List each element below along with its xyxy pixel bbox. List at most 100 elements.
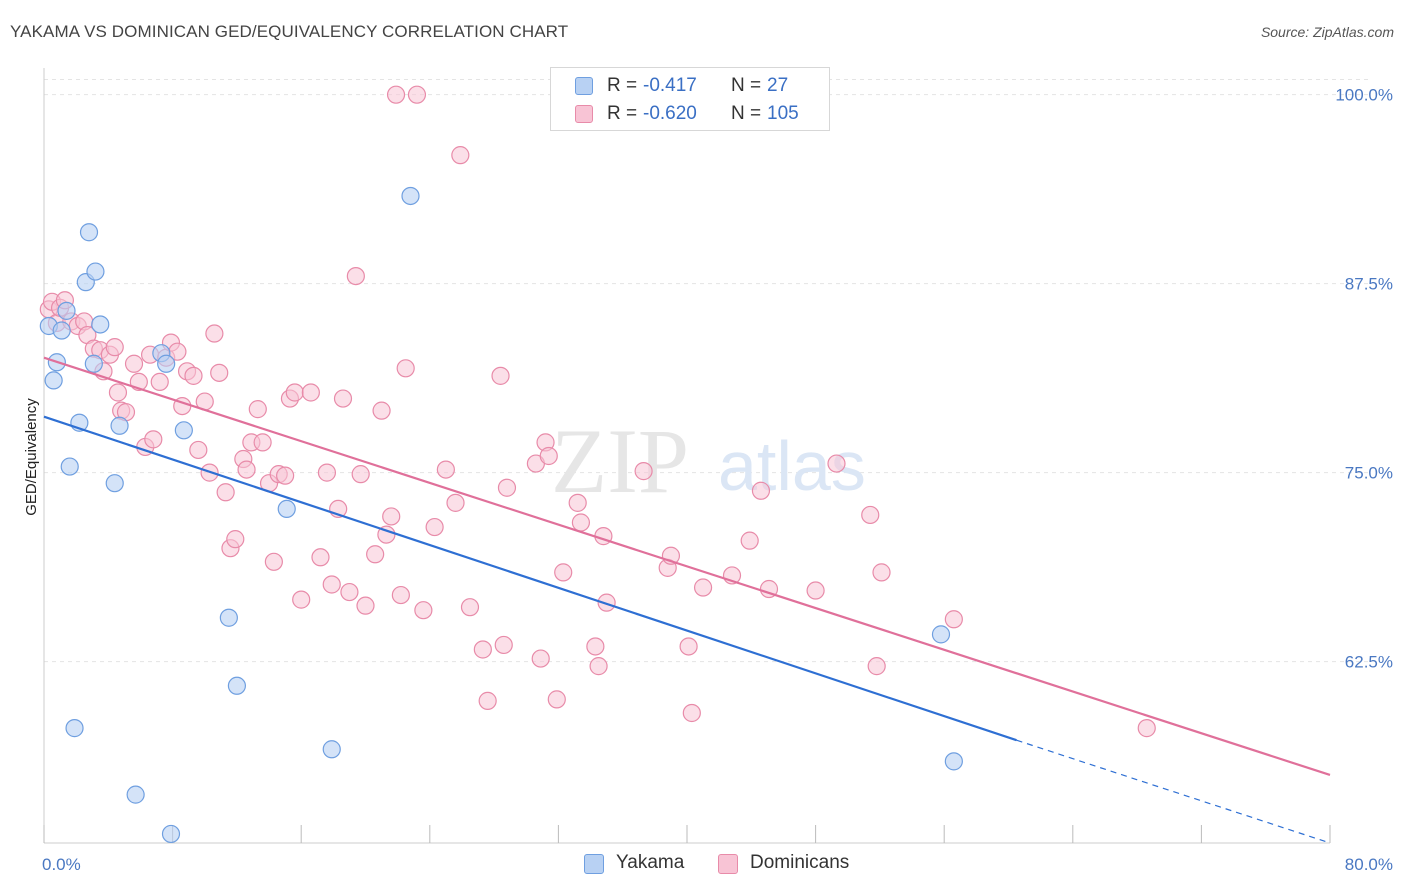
dominicans-point [425, 517, 444, 537]
dominicans-point [264, 552, 283, 571]
legend-r-value: -0.620 [643, 103, 697, 124]
dominicans-point [806, 581, 825, 600]
dominicans-point [317, 463, 337, 482]
dominicans-point [377, 525, 396, 544]
yakama-swatch [575, 77, 593, 95]
dominicans-point [531, 649, 550, 668]
dominicans-point [105, 338, 124, 357]
axes [43, 68, 1331, 844]
dominicans-point [311, 548, 330, 567]
dominicans-point [391, 585, 410, 605]
tick-labels: 62.5% 75.0% 87.5% 100.0% 0.0% 80.0% [42, 86, 1393, 874]
dominicans-point [451, 146, 470, 165]
dominicans-point [460, 598, 480, 617]
dominicans-point [446, 493, 465, 512]
dominicans-point [473, 640, 492, 659]
dominicans-legend-swatch [718, 854, 738, 874]
yakama-point [105, 474, 124, 493]
yakama-legend-swatch [584, 854, 604, 874]
dominicans-point [189, 440, 208, 460]
trend-lines [43, 356, 1331, 844]
yakama-point [84, 354, 103, 373]
chart-title: YAKAMA VS DOMINICAN GED/EQUIVALENCY CORR… [10, 22, 569, 41]
dominicans-point [108, 383, 128, 402]
yakama-point [322, 740, 341, 759]
dominicans-point [497, 478, 517, 497]
dominicans-point [634, 462, 653, 481]
dominicans-point [386, 85, 406, 104]
yakama-point [86, 262, 105, 281]
yakama-point [161, 824, 181, 844]
yakama-point [57, 301, 76, 320]
dominicans-point [216, 483, 235, 502]
legend-r-value: -0.417 [643, 75, 697, 96]
legend-r-label: R = [607, 103, 638, 124]
dominicans-point [944, 610, 963, 629]
yakama-point [110, 416, 129, 435]
source-credit: Source: ZipAtlas.com [1260, 24, 1394, 40]
dominicans-point [248, 400, 267, 419]
dominicans-point [597, 593, 616, 612]
dominicans-point [184, 366, 203, 385]
dominicans-point [554, 563, 573, 582]
dominicans-point [751, 481, 771, 500]
yakama-point [60, 457, 79, 476]
dominicans-point [491, 366, 510, 385]
dominicans-point [382, 507, 401, 526]
dominicans-point [478, 691, 497, 710]
dominicans-point [226, 530, 245, 549]
yakama-legend-label: Yakama [616, 852, 685, 873]
correlation-legend: R = -0.417 N = 27 R = -0.620 N = 105 [550, 67, 830, 131]
dominicans-legend-label: Dominicans [750, 852, 850, 873]
y-tick-label: 62.5% [1345, 653, 1393, 672]
dominicans-point [301, 383, 320, 402]
yakama-point [65, 719, 84, 738]
dominicans-point [253, 433, 272, 452]
yakama-point [157, 354, 176, 373]
dominicans-point [539, 446, 558, 466]
dominicans-point [292, 590, 311, 609]
dominicans-point [366, 545, 385, 564]
dominicans-point [407, 85, 427, 104]
y-tick-label: 87.5% [1345, 275, 1393, 294]
dominicans-point [205, 324, 224, 343]
yakama-point [174, 421, 193, 440]
dominicans-point [333, 389, 353, 408]
yakama-point [126, 785, 145, 804]
series-legend: Yakama Dominicans [0, 852, 1406, 878]
dominicans-point [1137, 719, 1156, 738]
yakama-point [219, 608, 238, 627]
dominicans-point [682, 703, 701, 723]
dominicans-point [693, 578, 713, 597]
dominicans-points [39, 85, 1156, 738]
dominicans-point [276, 466, 295, 485]
dominicans-point [414, 601, 433, 620]
yakama-point [277, 499, 296, 518]
dominicans-point [356, 596, 375, 615]
dominicans-point [494, 635, 513, 655]
dominicans-point [237, 460, 256, 479]
y-tick-label: 100.0% [1335, 86, 1393, 105]
dominicans-point [679, 637, 698, 656]
dominicans-swatch [575, 105, 593, 123]
y-tick-label: 75.0% [1345, 464, 1393, 483]
legend-n-label: N = [731, 75, 762, 96]
yakama-point [227, 676, 246, 695]
dominicans-point [872, 563, 891, 582]
yakama-point [79, 223, 99, 242]
dominicans-point [285, 383, 304, 402]
yakama-point [52, 321, 71, 340]
yakama-trend-line [43, 415, 1017, 742]
dominicans-point [571, 513, 591, 532]
yakama-points [39, 186, 963, 844]
dominicans-point [827, 454, 846, 473]
dominicans-point [586, 637, 605, 656]
yakama-point [931, 625, 951, 644]
dominicans-point [372, 401, 391, 420]
dominicans-point [322, 575, 341, 594]
dominicans-point [568, 493, 587, 512]
legend-n-value: 105 [767, 103, 799, 124]
dominicans-point [210, 363, 229, 382]
dominicans-point [436, 460, 455, 479]
